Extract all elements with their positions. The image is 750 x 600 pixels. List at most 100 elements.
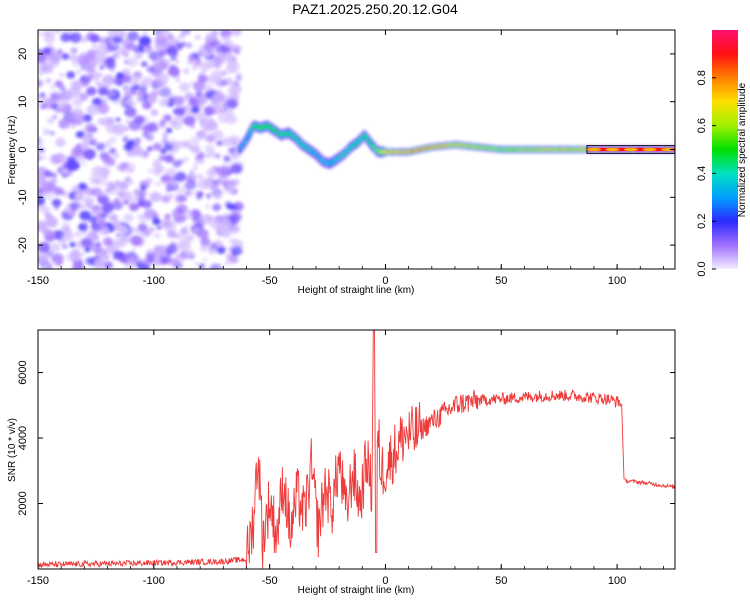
colorbar-tick-label: 0.8 [696,70,708,85]
noise-blob [97,86,109,96]
ridge-cell [332,159,335,164]
noise-blob [169,120,178,127]
ridge-cell [254,124,257,129]
snr-plot-area [38,330,675,569]
ridge-cell [477,145,479,149]
ridge-cell [478,146,481,149]
ridge-cell [522,148,525,151]
ridge-cell [455,143,458,147]
noise-blob [47,250,54,257]
ridge-cell [426,146,429,150]
ridge-cell [295,136,298,141]
ridge-cell [272,127,275,132]
ridge-cell [439,144,442,148]
noise-blob [83,196,95,206]
noise-blob [108,136,118,144]
noise-blob [100,97,107,103]
noise-blob [54,187,64,196]
ridge-cell [415,149,418,152]
noise-blob [206,60,216,68]
ridge-cell [449,143,452,147]
ridge-cell [566,148,568,151]
y-tick-label: 4000 [17,426,29,450]
noise-blob [38,152,41,157]
noise-blob [153,245,166,257]
noise-blob [57,154,67,163]
ridge-cell [537,148,539,151]
snr-axes: -150 -100 -50 0 50 100 2000 4000 6000 [17,330,675,587]
ridge-cell [408,150,411,153]
noise-blob [209,243,218,250]
ridge-cell [386,150,388,154]
noise-blob [169,69,180,78]
noise-blob [233,48,238,53]
ridge-cell [313,151,315,155]
y-tick-label: 10 [17,96,29,108]
noise-blob [228,108,233,112]
ridge-cell [530,148,533,151]
noise-blob [97,219,108,228]
signal-band-hotspot [642,147,657,152]
noise-blob [217,112,231,123]
ridge-cell [527,148,529,151]
y-tick-label: -20 [17,237,29,253]
noise-blob [75,131,85,139]
ridge-cell [553,148,555,151]
colorbar-label: Normalized spectral amplitude [737,82,748,217]
x-tick-label: 100 [608,575,626,587]
ridge-cell [541,148,544,151]
noise-blob [44,212,53,220]
ridge-cell [248,132,251,137]
noise-blob [183,156,189,162]
ridge-cell [387,150,390,154]
ridge-cell [274,129,277,133]
ridge-cell [501,148,504,151]
ridge-cell [327,161,330,166]
noise-blob [134,46,140,51]
ridge-cell [584,148,586,151]
ridge-cell [462,144,465,147]
noise-blob [109,147,117,155]
noise-blob [47,196,53,201]
ridge-cell [379,150,382,154]
noise-blob [78,223,84,228]
noise-blob [81,237,93,248]
ridge-cell [486,146,489,150]
y-axis-label-bottom: SNR (10 * v/v) [7,418,18,482]
ridge-cell [267,124,270,129]
ridge-cell [470,145,473,148]
ridge-cell [519,148,521,151]
noise-blob [133,140,139,145]
noise-blob [189,136,201,146]
noise-blob [130,198,136,204]
ridge-cell [540,148,542,151]
noise-blob [179,82,190,92]
noise-blob [183,225,188,230]
noise-blob [173,214,184,223]
ridge-cell [447,144,450,147]
colorbar [712,30,738,269]
noise-blob [186,60,192,65]
noise-blob [69,32,82,43]
ridge-cell [483,146,486,150]
noise-blob [231,245,243,256]
ridge-cell [389,150,392,154]
noise-blob [161,195,170,203]
ridge-cell [412,149,414,153]
ridge-cell [459,143,461,147]
noise-blob [71,146,84,157]
ridge-cell [499,148,502,151]
ridge-cell [517,148,520,151]
ridge-cell [269,125,272,130]
noise-blob [152,142,163,151]
noise-blob [183,115,196,126]
noise-blob [43,264,49,269]
ridge-cell [376,148,379,153]
ridge-cell [485,146,487,150]
noise-blob [220,80,228,86]
noise-blob [80,37,88,43]
noise-blob [54,80,64,88]
noise-blob [214,153,221,159]
x-tick-label: -150 [27,575,49,587]
noise-blob [122,51,130,58]
